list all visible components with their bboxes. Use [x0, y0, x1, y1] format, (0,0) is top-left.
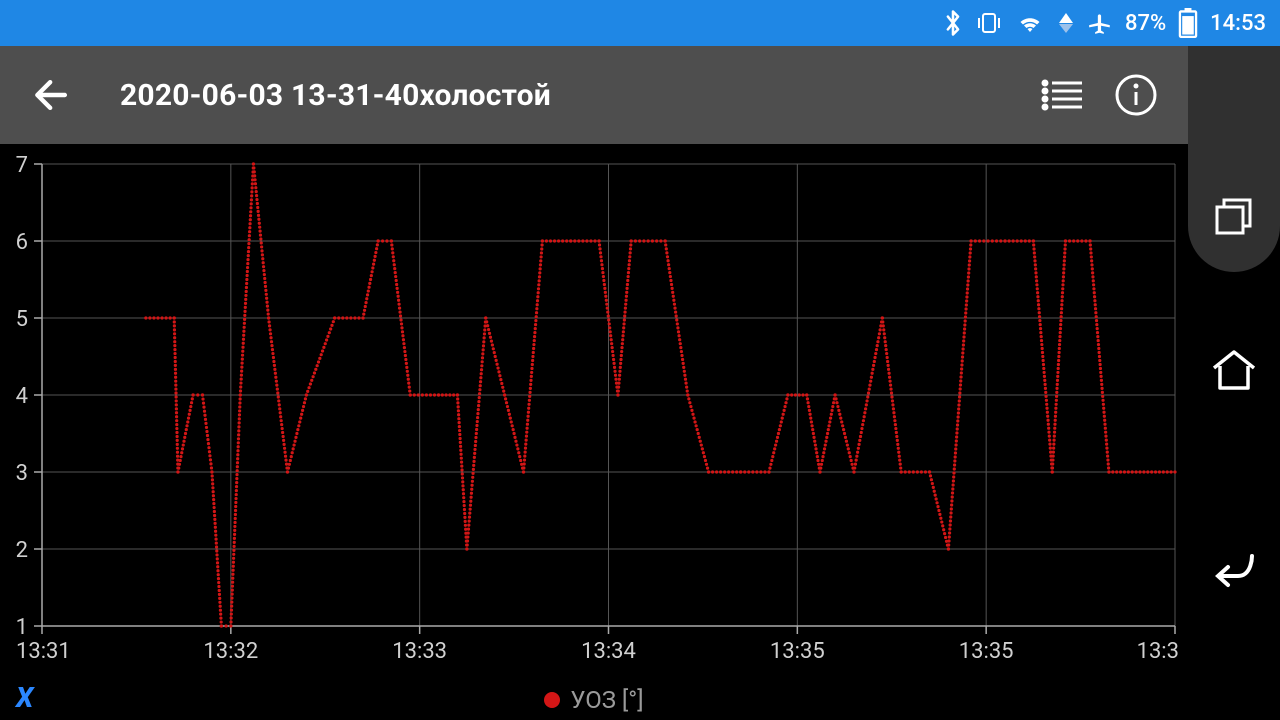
svg-text:3: 3: [16, 461, 28, 486]
squares-icon: [1210, 192, 1258, 240]
legend-series-dot: [544, 692, 560, 708]
svg-text:4: 4: [16, 384, 28, 409]
multi-window-button[interactable]: [1210, 192, 1258, 244]
svg-text:2: 2: [16, 538, 28, 563]
airplane-icon: [1087, 10, 1113, 36]
page-title: 2020-06-03 13-31-40холостой: [120, 78, 551, 113]
legend-series-label: УОЗ [°]: [570, 686, 643, 714]
list-icon: [1040, 77, 1084, 113]
battery-percent: 87%: [1125, 11, 1166, 36]
list-action[interactable]: [1034, 67, 1090, 123]
battery-icon: [1178, 8, 1198, 38]
svg-text:13:34: 13:34: [581, 639, 636, 664]
info-action[interactable]: [1108, 67, 1164, 123]
app-header: 2020-06-03 13-31-40холостой: [0, 46, 1188, 144]
legend-x-mark: X: [16, 681, 33, 714]
svg-text:7: 7: [16, 153, 28, 178]
svg-text:13:31: 13:31: [16, 639, 71, 664]
svg-text:6: 6: [16, 230, 28, 255]
svg-text:13:33: 13:33: [392, 639, 447, 664]
info-icon: [1113, 72, 1159, 118]
vibrate-icon: [975, 11, 1003, 35]
home-button[interactable]: [1208, 346, 1260, 398]
svg-text:13:35: 13:35: [959, 639, 1014, 664]
home-icon: [1208, 346, 1260, 394]
svg-text:5: 5: [16, 307, 28, 332]
system-back-button[interactable]: [1208, 546, 1260, 594]
undo-icon: [1208, 546, 1260, 590]
svg-text:13:32: 13:32: [203, 639, 258, 664]
status-time: 14:53: [1210, 11, 1266, 36]
bluetooth-icon: [943, 9, 963, 37]
data-triangle-icon: [1057, 11, 1075, 35]
svg-text:13:3: 13:3: [1137, 639, 1179, 664]
status-bar: 87% 14:53: [0, 0, 1280, 46]
chart-area: 1 2 3 4 5 6 7 13:31 13:32 13:33 13:34 13:35 13:35 13:…: [0, 144, 1188, 720]
arrow-left-icon: [30, 73, 74, 117]
right-pill: [1188, 46, 1280, 272]
back-button[interactable]: [24, 67, 80, 123]
chart-legend: X УОЗ [°]: [0, 686, 1188, 714]
svg-text:1: 1: [16, 615, 28, 640]
uoz-chart[interactable]: 1 2 3 4 5 6 7 13:31 13:32 13:33 13:34 13:35 13:35 13:…: [0, 144, 1188, 720]
right-system-bar: [1188, 46, 1280, 720]
wifi-icon: [1015, 11, 1045, 35]
svg-text:13:35: 13:35: [770, 639, 825, 664]
